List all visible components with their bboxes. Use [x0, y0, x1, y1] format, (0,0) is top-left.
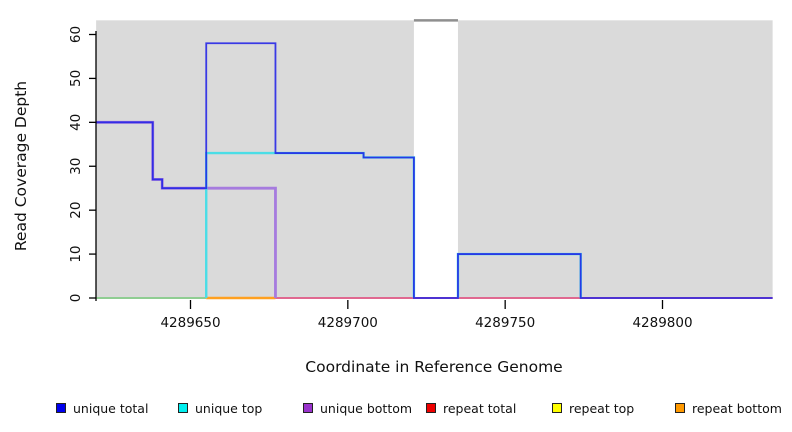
legend-label: repeat bottom: [692, 400, 782, 416]
legend-swatch-icon: [426, 403, 436, 413]
legend-item-unique-top: unique top: [178, 400, 262, 416]
legend-swatch-icon: [56, 403, 66, 413]
y-tick-label: 30: [68, 158, 84, 175]
x-tick-label: 4289800: [632, 315, 692, 331]
legend-swatch-icon: [303, 403, 313, 413]
unique-total-line: [96, 42, 773, 299]
legend-item-repeat-bottom: repeat bottom: [675, 400, 782, 416]
legend-label: unique bottom: [320, 400, 413, 416]
legend-swatch-icon: [675, 403, 685, 413]
legend-item-repeat-total: repeat total: [426, 400, 516, 416]
legend-label: unique top: [195, 400, 263, 416]
legend-item-unique-total: unique total: [56, 400, 148, 416]
legend: unique total unique top unique bottom repea…: [0, 400, 792, 424]
x-axis-title: Coordinate in Reference Genome: [305, 358, 562, 376]
legend-label: unique total: [73, 400, 149, 416]
legend-label: repeat total: [443, 400, 517, 416]
x-tick-label: 4289650: [160, 315, 220, 331]
legend-item-repeat-top: repeat top: [552, 400, 634, 416]
legend-label: repeat top: [569, 400, 635, 416]
y-axis-title: Read Coverage Depth: [12, 81, 30, 251]
legend-swatch-icon: [178, 403, 188, 413]
x-tick-label: 4289700: [318, 315, 378, 331]
background-band-left: [96, 20, 414, 298]
y-tick-label: 50: [68, 70, 84, 87]
y-tick-label: 40: [68, 114, 84, 131]
y-axis: 0 10 20 30 40 50 60: [68, 26, 97, 303]
series-lines: [96, 42, 773, 300]
y-tick-label: 60: [68, 26, 84, 43]
x-axis: 4289650 4289700 4289750 4289800: [160, 300, 693, 331]
y-tick-label: 0: [68, 294, 84, 303]
legend-item-unique-bottom: unique bottom: [303, 400, 412, 416]
x-tick-label: 4289750: [475, 315, 535, 331]
background-band-right: [457, 20, 773, 298]
y-tick-label: 20: [68, 202, 84, 219]
y-tick-label: 10: [68, 245, 84, 262]
legend-swatch-icon: [552, 403, 562, 413]
plot-background: [96, 19, 773, 298]
